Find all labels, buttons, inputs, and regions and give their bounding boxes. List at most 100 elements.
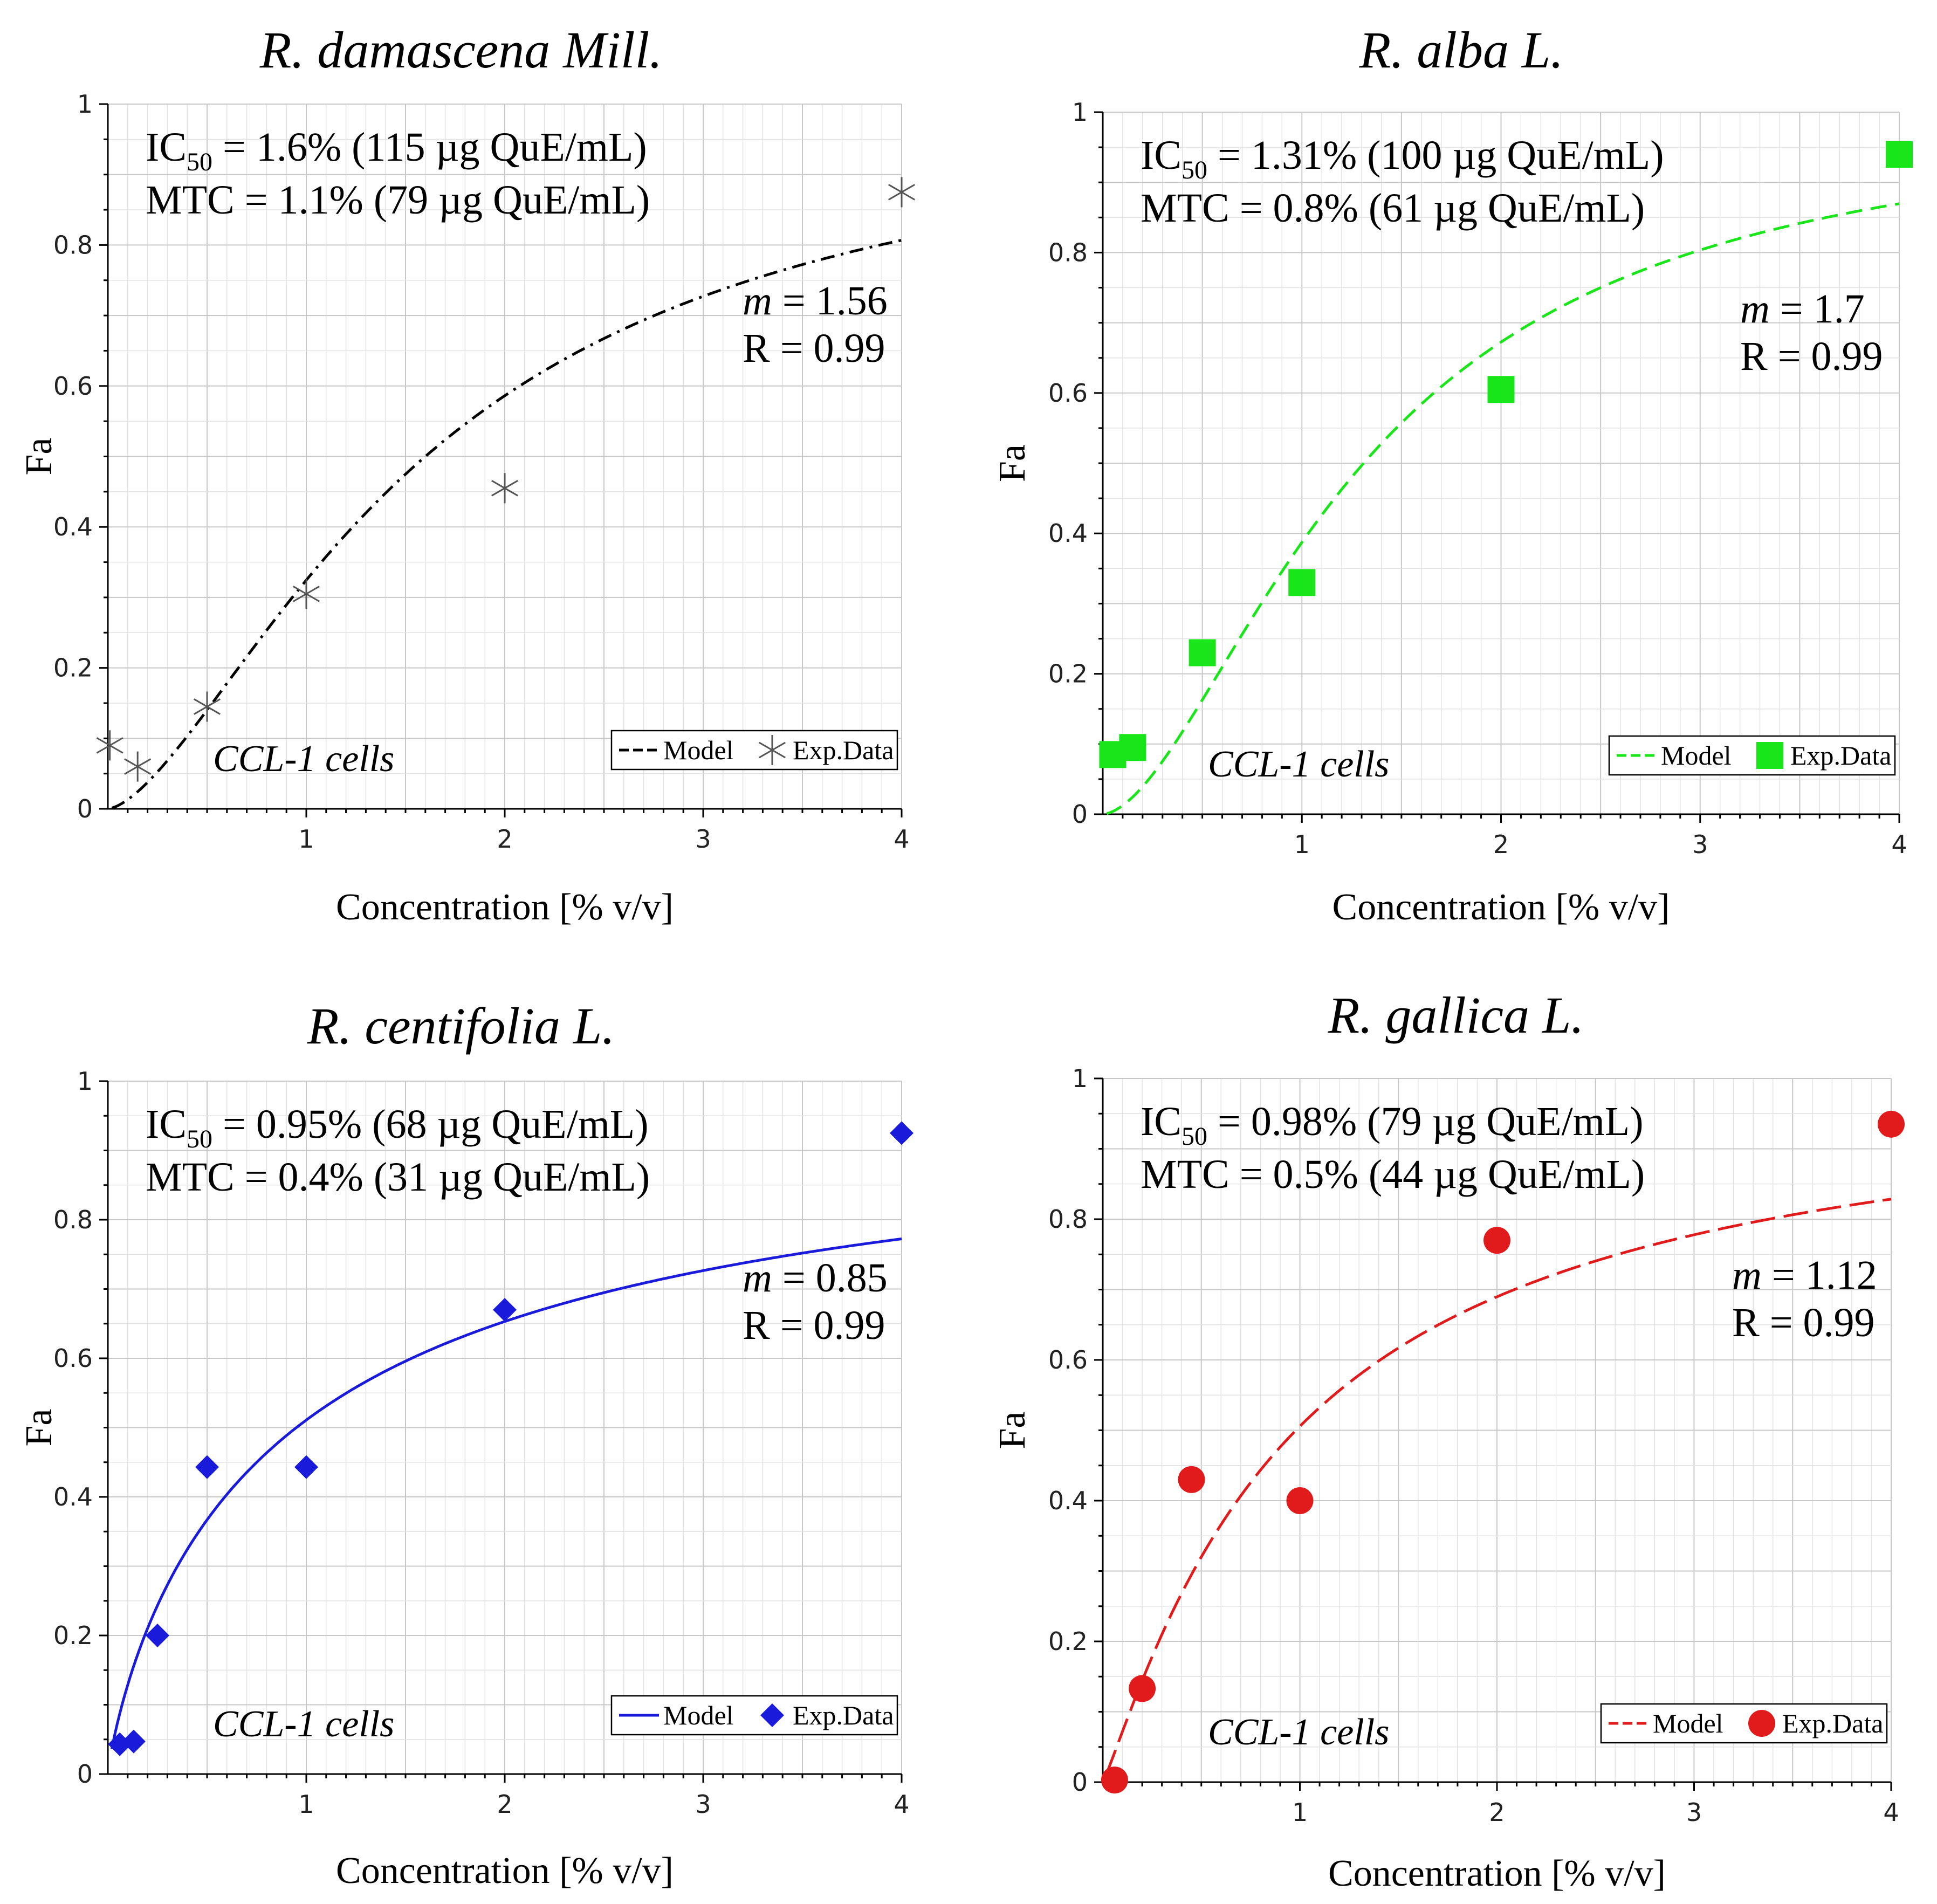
chart-panel-4: 0 0.2 0.4 0.6 0.8 1 1 2 3 4 R. gallica L. Concentra… — [992, 986, 1905, 1894]
y-tick-label: 0.4 — [53, 1482, 93, 1511]
x-axis-label: Concentration [% v/v] — [1328, 1853, 1666, 1894]
x-tick-label: 2 — [497, 1790, 512, 1819]
data-point — [1886, 141, 1913, 168]
y-tick-label: 0 — [77, 1759, 93, 1789]
legend-model-label: Model — [1653, 1708, 1723, 1738]
chart-title: R. alba L. — [1359, 21, 1564, 79]
x-tick-label: 4 — [894, 824, 909, 854]
x-tick-label: 1 — [1292, 1798, 1308, 1827]
y-axis-label: Fa — [18, 438, 60, 476]
mtc-annotation: MTC = 1.1% (79 µg QuE/mL) — [146, 177, 650, 223]
chart-panel-2: 0 0.2 0.4 0.6 0.8 1 1 2 3 4 R. alba L. Concentratio… — [992, 21, 1913, 928]
mtc-annotation: MTC = 0.4% (31 µg QuE/mL) — [146, 1154, 650, 1200]
data-point — [1483, 1227, 1510, 1254]
x-tick-label: 3 — [1692, 830, 1708, 859]
data-point — [1129, 1675, 1156, 1702]
model-curve — [1105, 1198, 1892, 1774]
ic50-annotation: IC50 = 1.6% (115 µg QuE/mL) — [146, 125, 647, 176]
chart-title: R. damascena Mill. — [259, 21, 663, 79]
x-tick-label: 1 — [298, 1790, 314, 1819]
x-tick-label: 3 — [695, 1790, 711, 1819]
chart-title: R. centifolia L. — [307, 997, 615, 1055]
y-tick-label: 0 — [1072, 1768, 1088, 1797]
y-tick-label: 0.6 — [53, 1344, 93, 1373]
x-tick-label: 2 — [1489, 1798, 1505, 1827]
model-curve — [111, 239, 902, 809]
y-tick-label: 1 — [77, 1067, 93, 1096]
x-tick-label: 1 — [298, 824, 314, 854]
legend-model-label: Model — [663, 1700, 734, 1730]
data-point — [124, 751, 152, 782]
legend: Model Exp.Data — [1600, 1703, 1888, 1744]
data-point — [1878, 1110, 1905, 1138]
r-annotation: R = 0.99 — [743, 326, 885, 371]
y-tick-label: 0 — [77, 794, 93, 823]
y-axis-label: Fa — [992, 444, 1033, 482]
x-axis-label: Concentration [% v/v] — [1332, 886, 1670, 928]
data-point — [1286, 1487, 1314, 1514]
y-tick-label: 0.6 — [53, 372, 93, 401]
cells-label: CCL-1 cells — [1208, 744, 1389, 785]
y-tick-label: 0.2 — [53, 1621, 93, 1650]
legend-data-label: Exp.Data — [1790, 740, 1891, 771]
r-annotation: R = 0.99 — [1740, 334, 1883, 379]
legend-data-marker — [1756, 742, 1783, 769]
y-tick-label: 0.2 — [1048, 659, 1088, 689]
mtc-annotation: MTC = 0.5% (44 µg QuE/mL) — [1141, 1152, 1645, 1197]
legend-data-label: Exp.Data — [793, 1700, 894, 1730]
data-point — [890, 1121, 913, 1145]
m-annotation: m = 1.12 — [1732, 1253, 1877, 1298]
grid — [108, 1081, 902, 1774]
y-tick-label: 0.8 — [53, 230, 93, 259]
m-annotation: m = 1.56 — [743, 278, 888, 324]
x-tick-label: 4 — [1891, 830, 1907, 859]
m-annotation: m = 1.7 — [1740, 286, 1865, 332]
y-tick-label: 0.4 — [1048, 519, 1088, 548]
data-point — [121, 1729, 146, 1754]
cells-label: CCL-1 cells — [213, 738, 394, 780]
data-point — [493, 1298, 517, 1322]
y-tick-label: 0.2 — [53, 654, 93, 683]
x-tick-label: 4 — [1883, 1798, 1899, 1827]
x-axis-label: Concentration [% v/v] — [336, 886, 674, 928]
chart-title: R. gallica L. — [1328, 986, 1584, 1044]
data-point — [1178, 1466, 1205, 1493]
x-tick-label: 2 — [497, 824, 512, 854]
data-point — [294, 1455, 318, 1479]
y-tick-label: 0.6 — [1048, 379, 1088, 408]
ic50-annotation: IC50 = 1.31% (100 µg QuE/mL) — [1141, 133, 1664, 184]
legend-data-label: Exp.Data — [793, 735, 894, 765]
ic50-annotation: IC50 = 0.98% (79 µg QuE/mL) — [1141, 1099, 1644, 1151]
y-tick-label: 0.8 — [53, 1205, 93, 1234]
legend: Model Exp.Data — [610, 730, 898, 771]
data-point — [1101, 1766, 1128, 1794]
legend-data-marker — [1748, 1710, 1775, 1737]
x-tick-label: 3 — [695, 824, 711, 854]
y-tick-label: 0.6 — [1048, 1345, 1088, 1374]
data-point — [146, 1624, 169, 1647]
legend: Model Exp.Data — [610, 1695, 898, 1736]
grid — [108, 104, 902, 809]
cells-label: CCL-1 cells — [1208, 1711, 1389, 1753]
legend-model-label: Model — [663, 735, 734, 765]
x-tick-label: 4 — [894, 1790, 909, 1819]
y-axis-label: Fa — [992, 1412, 1033, 1449]
y-tick-label: 1 — [1072, 1064, 1088, 1093]
data-point — [194, 691, 221, 722]
data-point — [1119, 734, 1146, 761]
y-tick-label: 1 — [1072, 98, 1088, 127]
m-annotation: m = 0.85 — [743, 1255, 888, 1301]
r-annotation: R = 0.99 — [1732, 1300, 1875, 1345]
data-point — [491, 473, 518, 504]
legend-data-marker — [760, 1703, 784, 1727]
y-axis-label: Fa — [18, 1409, 60, 1447]
legend-data-label: Exp.Data — [1782, 1708, 1883, 1738]
data-point — [1487, 376, 1515, 403]
y-tick-label: 1 — [77, 90, 93, 119]
x-axis-label: Concentration [% v/v] — [336, 1850, 674, 1892]
grid — [1103, 112, 1900, 814]
model-curve — [1106, 202, 1900, 815]
y-tick-label: 0 — [1072, 800, 1088, 829]
mtc-annotation: MTC = 0.8% (61 µg QuE/mL) — [1141, 185, 1645, 231]
